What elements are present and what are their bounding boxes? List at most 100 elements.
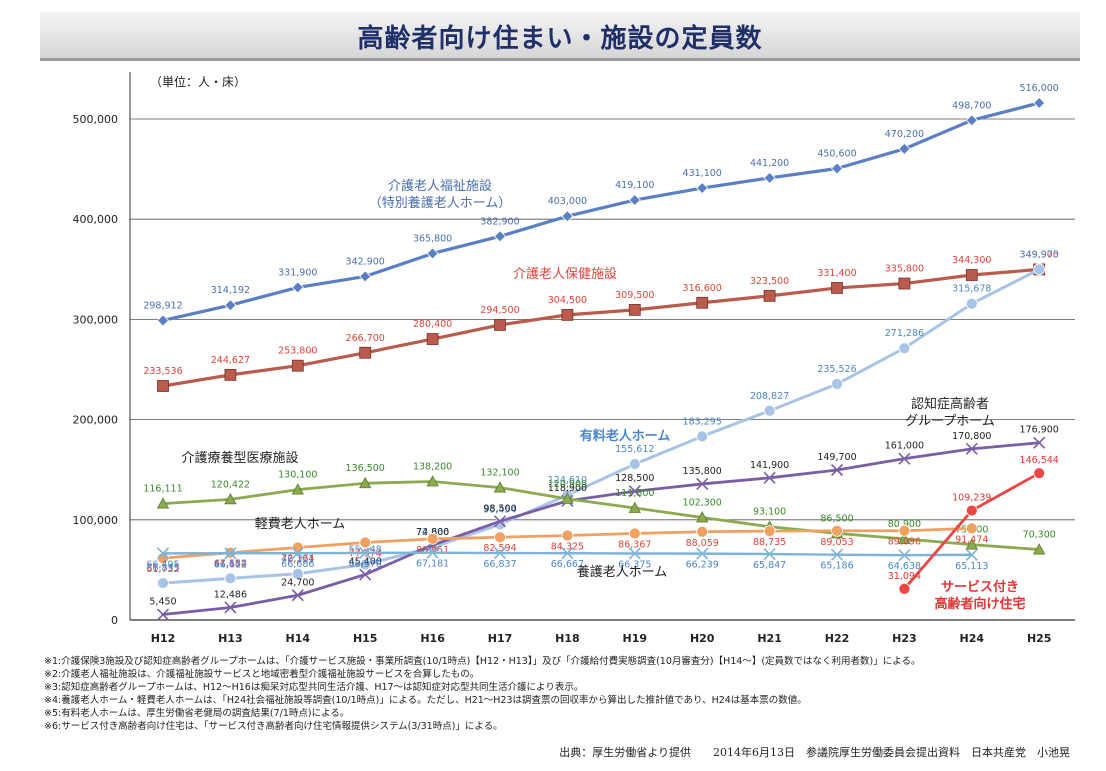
series-line — [161, 267, 1041, 388]
data-point — [898, 142, 911, 155]
data-label: 323,500 — [750, 276, 789, 287]
data-point — [156, 314, 170, 327]
data-point — [965, 269, 978, 281]
y-tick-label: 200,000 — [73, 414, 119, 427]
data-point — [830, 463, 844, 477]
data-point — [898, 582, 911, 595]
data-point — [830, 548, 844, 561]
x-tick-label: H18 — [555, 632, 580, 645]
y-tick-label: 100,000 — [73, 514, 119, 527]
data-label: 138,200 — [413, 462, 452, 473]
data-point — [493, 546, 507, 560]
data-point — [561, 547, 574, 560]
data-label: 66,686 — [281, 559, 314, 570]
data-point — [291, 541, 304, 554]
data-point — [494, 319, 506, 331]
data-label: 314,192 — [211, 285, 250, 296]
data-point — [965, 522, 978, 535]
data-label: 102,300 — [683, 497, 722, 508]
data-label: 235,526 — [817, 364, 856, 375]
data-point — [898, 549, 911, 562]
data-label: 161,000 — [885, 441, 924, 452]
footnote: ※5:有料老人ホームは、厚生労働省老健局の調査結果(7/1時点)による。 — [44, 708, 350, 719]
data-label: 141,900 — [750, 460, 789, 471]
data-point — [359, 346, 372, 359]
data-point — [359, 558, 372, 571]
data-point — [831, 378, 843, 390]
data-point — [494, 531, 506, 544]
series-name-label: サービス付き — [941, 579, 1019, 595]
data-label: 335,800 — [885, 264, 924, 275]
x-tick-label: H13 — [218, 632, 243, 645]
data-label: 86,500 — [820, 513, 853, 524]
data-point — [696, 477, 709, 490]
series-line — [161, 101, 1041, 323]
x-tick-label: H25 — [1027, 632, 1052, 645]
data-label: 298,912 — [143, 300, 182, 311]
data-point — [965, 297, 978, 310]
data-label: 111,800 — [615, 488, 654, 499]
data-point — [359, 476, 372, 489]
data-point — [426, 333, 439, 345]
data-point — [291, 567, 304, 580]
series-line — [161, 480, 1041, 551]
x-tick-label: H22 — [825, 632, 850, 645]
data-point — [157, 380, 169, 392]
data-label: 91,474 — [955, 534, 988, 545]
data-point — [628, 547, 641, 560]
data-point — [898, 452, 911, 465]
data-point — [224, 368, 237, 381]
data-label: 66,612 — [214, 559, 247, 570]
data-label: 36,855 — [146, 563, 179, 574]
data-point — [224, 601, 237, 614]
data-point — [831, 524, 843, 537]
x-tick-label: H16 — [420, 632, 445, 645]
data-label: 84,325 — [551, 542, 584, 553]
data-point — [763, 471, 776, 484]
y-tick-label: 500,000 — [73, 113, 119, 126]
data-label: 516,000 — [1020, 83, 1059, 94]
data-label: 116,111 — [143, 484, 182, 495]
data-label: 67,181 — [416, 559, 449, 570]
data-label: 66,970 — [349, 559, 382, 570]
data-point — [898, 532, 911, 544]
data-point — [291, 589, 304, 602]
data-label: 149,700 — [817, 452, 856, 463]
data-label: 5,450 — [149, 597, 176, 608]
series-line — [161, 441, 1041, 616]
data-label: 316,600 — [683, 283, 722, 294]
data-point — [696, 525, 709, 538]
data-label: 304,500 — [548, 295, 587, 306]
series-name-label: 介護老人保健施設 — [513, 266, 617, 282]
data-label: 342,900 — [346, 256, 385, 267]
data-point — [426, 247, 439, 260]
data-point — [224, 547, 237, 560]
unit-label: （単位：人・床） — [150, 74, 246, 89]
title-bar: 高齢者向け住まい・施設の定員数 — [40, 12, 1080, 61]
data-point — [291, 483, 304, 495]
data-point — [628, 303, 641, 316]
data-point — [830, 162, 844, 175]
data-label: 280,400 — [413, 319, 452, 330]
data-point — [359, 546, 372, 559]
data-label: 61,732 — [146, 564, 179, 575]
data-label: 349,900 — [1020, 249, 1059, 260]
data-point — [965, 548, 978, 561]
data-label: 89,053 — [820, 537, 853, 548]
data-label: 498,700 — [952, 100, 991, 111]
data-point — [493, 481, 507, 493]
line-chart: 0 100,000 200,000 300,000 400,000 500,000 H12 H… — [73, 72, 1075, 645]
data-point — [965, 114, 978, 127]
series-name-label: 養護老人ホーム — [577, 564, 668, 580]
data-point — [696, 430, 709, 443]
data-label: 344,300 — [952, 255, 991, 266]
footnote: ※6:サービス付き高齢者向け住宅は、「サービス付き高齢者向け住宅情報提供システム… — [44, 721, 503, 732]
data-point — [224, 493, 237, 505]
footnote: ※3:認知症高齢者グループホームは、H12～H16は痴呆対応型共同生活介護、H1… — [44, 682, 584, 693]
data-point — [561, 492, 574, 504]
data-label: 128,500 — [615, 473, 654, 484]
data-label: 419,100 — [615, 180, 654, 191]
data-point — [359, 270, 372, 283]
series-name-label: 有料老人ホーム — [580, 428, 671, 444]
data-point — [696, 181, 709, 195]
